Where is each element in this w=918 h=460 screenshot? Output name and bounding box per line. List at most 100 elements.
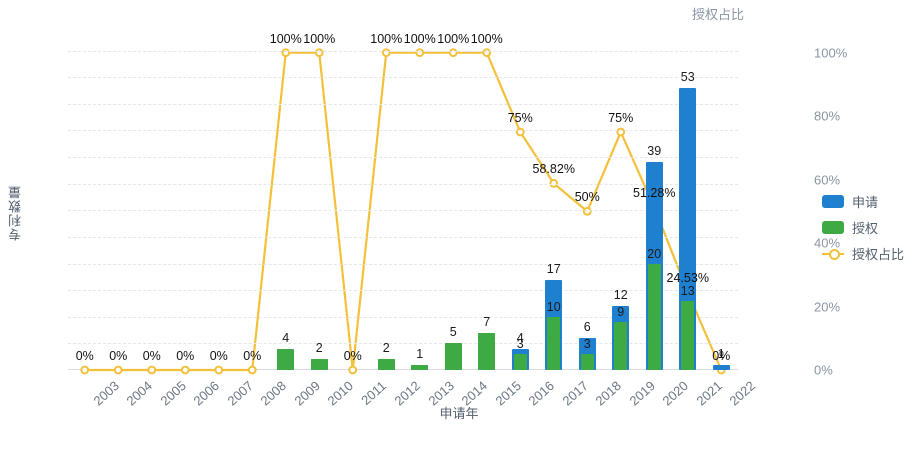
ratio-label: 0%	[712, 349, 731, 363]
ratio-label: 0%	[75, 349, 94, 363]
bar-label-total: 2	[382, 341, 390, 356]
legend-swatch-ratio-line	[822, 247, 844, 260]
ratio-line	[84, 51, 723, 372]
bar-granted[interactable]	[310, 359, 328, 370]
bar-granted[interactable]	[277, 348, 295, 370]
ratio-point[interactable]	[348, 365, 358, 375]
ratio-label: 100%	[437, 31, 470, 46]
bar-group[interactable]: 5	[444, 40, 462, 370]
gridline	[68, 210, 738, 212]
bar-label-granted: 3	[583, 337, 591, 352]
ratio-point[interactable]	[214, 365, 224, 375]
bar-label-total: 2	[315, 341, 323, 356]
gridline	[68, 343, 738, 345]
bar-group[interactable]: 53 13	[679, 40, 697, 370]
ratio-line-layer	[80, 48, 726, 375]
bar-label-total: 5	[449, 325, 457, 340]
bar-granted[interactable]	[681, 300, 695, 370]
bar-label-granted: 20	[647, 246, 662, 261]
bar-granted[interactable]	[580, 354, 594, 370]
ratio-point[interactable]	[549, 178, 559, 188]
bar-label-granted: 3	[516, 337, 524, 352]
bar-label-total: 1	[717, 346, 725, 361]
bar-granted[interactable]	[513, 354, 527, 370]
ratio-point[interactable]	[147, 365, 157, 375]
bar-granted[interactable]	[647, 263, 661, 370]
bar-granted[interactable]	[478, 332, 496, 370]
ratio-label: 51.28%	[633, 186, 676, 201]
gridline	[68, 316, 738, 318]
ratio-point[interactable]	[515, 127, 525, 137]
legend-item-1[interactable]: 申请	[822, 188, 904, 214]
ratio-label: 100%	[370, 31, 403, 46]
x-axis-line	[68, 369, 738, 370]
gridline	[68, 263, 738, 265]
chart-legend: 申请授权授权占比	[822, 188, 904, 266]
legend-swatch-application	[822, 194, 844, 208]
legend-item-3[interactable]: 授权占比	[822, 240, 904, 266]
bar-application[interactable]	[679, 87, 697, 370]
bar-group[interactable]: 7	[478, 40, 496, 370]
y-axis-tick-right: 60%	[814, 172, 841, 188]
ratio-point[interactable]	[616, 127, 626, 137]
bar-group[interactable]: 1	[411, 40, 429, 370]
legend-swatch-granted	[822, 220, 844, 234]
ratio-point[interactable]	[113, 365, 123, 375]
bar-granted[interactable]	[614, 322, 628, 370]
ratio-label: 75%	[507, 111, 533, 126]
ratio-point[interactable]	[247, 365, 257, 375]
bar-group[interactable]: 17 10	[545, 40, 563, 370]
bar-granted[interactable]	[377, 359, 395, 370]
bar-label-granted: 9	[617, 305, 625, 320]
ratio-label: 0%	[142, 349, 161, 363]
ratio-label: 0%	[243, 349, 262, 363]
y-axis-title-right: 授权占比	[692, 7, 745, 22]
ratio-point[interactable]	[80, 365, 90, 375]
bar-granted[interactable]	[444, 343, 462, 370]
bar-group[interactable]: 2	[310, 40, 328, 370]
ratio-label: 100%	[303, 31, 336, 46]
gridline	[68, 77, 738, 79]
bar-label-total: 53	[680, 69, 695, 84]
bar-group[interactable]: 12 9	[612, 40, 630, 370]
ratio-point[interactable]	[180, 365, 190, 375]
bar-label-granted: 13	[680, 283, 695, 298]
ratio-label: 75%	[608, 111, 634, 126]
y-axis-tick-right: 20%	[814, 299, 841, 315]
y-axis-title-left: 专利数量	[8, 185, 23, 241]
bar-label-granted: 10	[546, 299, 561, 314]
bar-granted[interactable]	[411, 364, 429, 370]
ratio-label: 100%	[269, 31, 302, 46]
bar-label-total: 7	[483, 314, 491, 329]
gridline	[68, 130, 738, 132]
gridline	[68, 103, 738, 105]
ratio-label: 50%	[574, 190, 600, 205]
y-axis-tick-right: 40%	[814, 235, 841, 251]
legend-label: 申请	[852, 194, 879, 210]
ratio-label: 24.53%	[666, 271, 709, 286]
bar-label-total: 1	[416, 346, 424, 361]
ratio-label: 100%	[403, 31, 436, 46]
legend-item-2[interactable]: 授权	[822, 214, 904, 240]
bar-group[interactable]: 1	[712, 40, 730, 370]
gridline	[68, 290, 738, 292]
x-axis-title: 申请年	[439, 406, 479, 421]
legend-label: 授权占比	[852, 246, 905, 262]
plot-area: 01020304050600%20%40%60%80%100%200320042…	[68, 32, 847, 408]
bar-label-total: 17	[546, 261, 561, 276]
ratio-label: 58.82%	[532, 162, 575, 177]
ratio-label: 0%	[343, 349, 362, 363]
bar-granted[interactable]	[547, 316, 561, 370]
bar-application[interactable]	[712, 364, 730, 370]
ratio-label: 0%	[109, 349, 128, 363]
ratio-point[interactable]	[582, 206, 592, 216]
bar-group[interactable]: 4	[277, 40, 295, 370]
bar-group[interactable]: 39 20	[645, 40, 663, 370]
bar-group[interactable]: 2	[377, 40, 395, 370]
y-axis-tick-right: 80%	[814, 108, 841, 124]
y-axis-tick-right: 0%	[814, 362, 833, 378]
bar-label-total: 4	[516, 330, 524, 345]
